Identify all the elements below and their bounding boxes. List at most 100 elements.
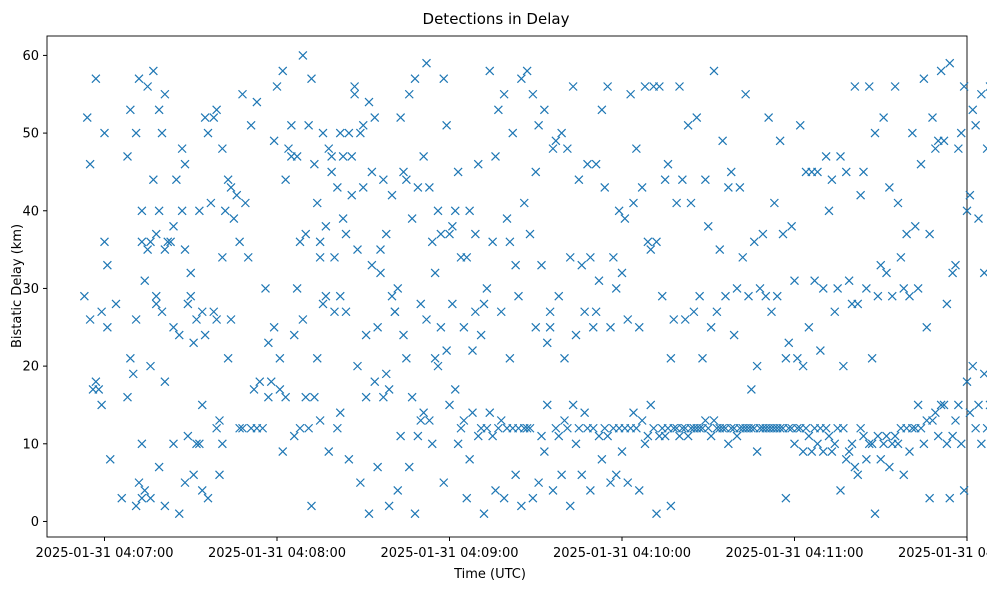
data-point (330, 307, 339, 317)
data-point (341, 229, 351, 239)
data-point (925, 493, 935, 503)
data-point (361, 392, 371, 402)
data-point (945, 58, 955, 68)
data-point (456, 423, 466, 433)
data-point (818, 447, 828, 456)
data-point (465, 454, 475, 464)
data-point (545, 322, 555, 332)
data-point (936, 66, 946, 76)
data-point (600, 423, 610, 433)
data-point (367, 260, 377, 270)
data-point (249, 384, 259, 394)
data-point (652, 509, 661, 519)
data-point (568, 82, 578, 91)
data-point (721, 291, 730, 301)
data-point (916, 423, 926, 433)
data-point (548, 144, 558, 154)
data-point (447, 299, 457, 309)
data-point (539, 105, 549, 115)
data-point (447, 221, 457, 231)
data-point (545, 307, 555, 317)
data-point (243, 252, 253, 262)
data-point (930, 144, 940, 154)
x-tick-label: 2025-01-31 04:12:00 (898, 546, 987, 561)
data-point (735, 183, 745, 192)
data-point (879, 439, 889, 449)
data-point (304, 423, 314, 433)
data-point (879, 113, 889, 122)
data-point (962, 377, 972, 387)
data-point (560, 353, 569, 363)
data-point (594, 431, 604, 441)
y-tick-label: 30 (22, 282, 39, 297)
data-point (597, 454, 607, 464)
x-tick-label: 2025-01-31 04:08:00 (208, 546, 346, 561)
data-point (102, 322, 112, 332)
data-point (859, 431, 868, 441)
x-tick-label: 2025-01-31 04:07:00 (35, 546, 173, 561)
data-point (965, 190, 975, 200)
data-point (571, 330, 581, 340)
data-point (157, 307, 167, 317)
data-point (792, 353, 802, 363)
data-point (695, 291, 705, 301)
data-point (574, 175, 584, 185)
data-point (151, 299, 161, 309)
data-point (401, 353, 411, 363)
data-point (309, 392, 319, 402)
data-point (154, 206, 164, 216)
data-point (442, 120, 452, 130)
data-point (680, 315, 690, 324)
data-point (712, 307, 722, 317)
data-point (833, 284, 843, 293)
data-point (528, 493, 538, 503)
data-point (465, 206, 475, 216)
data-point (709, 66, 719, 76)
data-point (344, 454, 354, 464)
data-point (137, 493, 147, 503)
data-point (376, 245, 385, 255)
data-point (706, 322, 716, 332)
y-tick-label: 10 (22, 437, 39, 452)
data-point (479, 299, 489, 309)
data-point (698, 353, 707, 363)
data-point (496, 307, 506, 317)
data-point (746, 423, 756, 433)
data-point (177, 206, 187, 216)
data-point (873, 431, 883, 441)
data-point (850, 462, 860, 472)
data-point (361, 330, 371, 340)
data-point (741, 89, 751, 99)
data-point (982, 423, 987, 433)
data-point (726, 423, 736, 433)
y-tick-label: 20 (22, 360, 39, 375)
data-point (209, 113, 219, 122)
data-point (606, 478, 615, 488)
data-point (577, 260, 587, 270)
data-point (956, 439, 966, 449)
data-point (407, 392, 417, 402)
data-point (882, 268, 891, 278)
data-point (143, 82, 153, 91)
data-point (861, 454, 871, 464)
data-point (91, 74, 101, 84)
x-axis-label: Time (UTC) (453, 567, 526, 582)
data-point (281, 392, 291, 402)
data-point (137, 206, 147, 216)
data-point (292, 151, 302, 161)
data-point (384, 384, 394, 394)
data-point (758, 229, 768, 239)
data-point (85, 159, 95, 169)
data-point (784, 423, 794, 433)
data-point (378, 392, 388, 402)
data-point (390, 307, 400, 317)
data-point (284, 144, 293, 154)
data-point (160, 501, 170, 511)
data-point (131, 315, 141, 324)
data-point (235, 237, 245, 247)
y-axis-label: Bistatic Delay (km) (10, 224, 25, 348)
data-point (856, 423, 866, 433)
data-point (436, 229, 446, 239)
data-point (430, 268, 440, 278)
data-point (689, 307, 699, 317)
